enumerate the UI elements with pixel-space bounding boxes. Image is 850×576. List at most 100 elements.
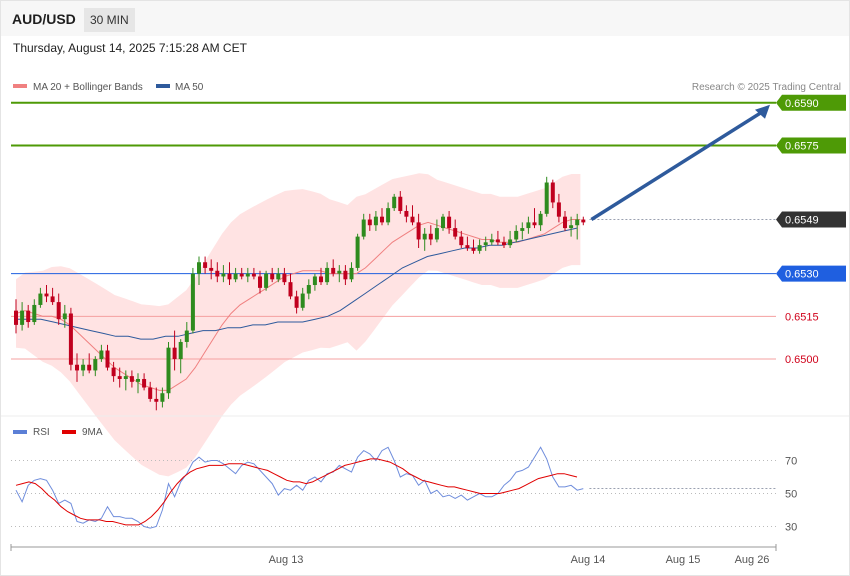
candle-body (166, 347, 171, 394)
ma50-line (16, 227, 578, 340)
candle-body (32, 304, 37, 323)
candle-body (367, 219, 372, 226)
candle-body (331, 267, 336, 274)
candle-body (270, 273, 275, 280)
copyright-text: Research © 2025 Trading Central (692, 82, 841, 93)
candle-body (239, 273, 244, 277)
candle-body (416, 222, 421, 240)
candle-body (544, 182, 549, 214)
ma20-legend-swatch (13, 84, 27, 88)
candle-body (471, 248, 476, 251)
candle-body (251, 273, 256, 277)
candle-body (117, 376, 122, 379)
candle-body (520, 228, 525, 231)
level-label-pivot: 0.6530 (785, 269, 819, 281)
candle-body (300, 293, 305, 308)
rsi-legend-label: RSI (33, 427, 50, 438)
candle-body (373, 216, 378, 226)
ma20-line (15, 219, 581, 391)
candle-body (325, 267, 330, 283)
candle-body (312, 276, 317, 286)
candle-body (441, 216, 445, 229)
candle-body (319, 276, 323, 283)
chart-datetime: Thursday, August 14, 2025 7:15:28 AM CET (13, 41, 247, 55)
level-label-support: 0.6515 (785, 311, 819, 323)
candle-body (306, 285, 311, 294)
candle-body (355, 236, 360, 268)
candle-body (282, 273, 287, 283)
rsi-ma-line (15, 458, 578, 526)
candle-body (221, 273, 226, 277)
candle-body (508, 239, 513, 246)
candle-body (465, 245, 470, 248)
x-axis-label: Aug 14 (571, 554, 606, 566)
ma20-legend-label: MA 20 + Bollinger Bands (33, 82, 143, 93)
candle-body (343, 270, 348, 280)
rsi-level-label: 50 (785, 489, 797, 501)
candle-body (453, 228, 458, 237)
candle-body (502, 242, 506, 246)
candle-body (14, 310, 18, 325)
projection-arrow-line (590, 109, 765, 222)
candle-body (233, 273, 238, 280)
candle-body (148, 387, 153, 399)
level-label-current: 0.6549 (785, 215, 819, 227)
candle-body (197, 262, 201, 274)
candle-body (349, 267, 354, 280)
projection-arrow-head (755, 104, 770, 119)
candle-body (447, 216, 452, 229)
candle-body (434, 228, 439, 240)
candle-body (62, 313, 67, 320)
candle-body (563, 216, 567, 229)
rsi-line (15, 446, 584, 529)
candle-body (44, 293, 49, 297)
timeframe-badge[interactable]: 30 MIN (84, 8, 135, 32)
candle-body (20, 310, 25, 325)
candle-body (203, 262, 208, 268)
candle-body (380, 216, 384, 223)
candle-body (404, 210, 409, 217)
candle-body (215, 270, 220, 277)
candle-body (575, 219, 580, 226)
candle-body (581, 219, 586, 223)
ma50-legend-swatch (156, 84, 170, 88)
candle-body (422, 233, 427, 240)
candle-body (227, 273, 232, 280)
x-axis-label: Aug 15 (666, 554, 701, 566)
candle-body (38, 293, 43, 305)
candle-body (428, 233, 433, 240)
candle-body (172, 347, 177, 360)
candle-body (136, 378, 140, 382)
ma50-legend-label: MA 50 (175, 82, 204, 93)
candle-body (105, 350, 110, 368)
candle-body (129, 376, 134, 382)
candle-body (489, 239, 494, 243)
candle-body (209, 267, 214, 271)
candle-body (398, 196, 403, 211)
candle-body (550, 182, 555, 203)
candle-body (75, 364, 79, 371)
candle-body (99, 350, 104, 360)
rsi-ma-legend-label: 9MA (82, 427, 103, 438)
candle-body (26, 310, 31, 323)
candle-body (526, 222, 531, 229)
candle-body (556, 202, 561, 217)
candle-body (288, 282, 293, 297)
candle-body (392, 196, 397, 209)
candle-body (483, 242, 488, 246)
candle-body (258, 276, 262, 288)
candle-body (264, 273, 269, 288)
candle-body (538, 213, 543, 226)
candle-body (361, 219, 366, 237)
candle-body (459, 236, 464, 246)
candle-body (569, 225, 574, 229)
rsi-ma-legend-swatch (62, 430, 76, 434)
candle-body (190, 273, 195, 331)
rsi-level-label: 70 (785, 456, 797, 468)
candle-body (56, 302, 61, 320)
level-tag-current (776, 211, 846, 228)
symbol-title: AUD/USD (12, 11, 76, 27)
level-tag-resistance (776, 137, 846, 154)
candle-body (178, 341, 183, 360)
x-axis-label: Aug 13 (269, 554, 304, 566)
